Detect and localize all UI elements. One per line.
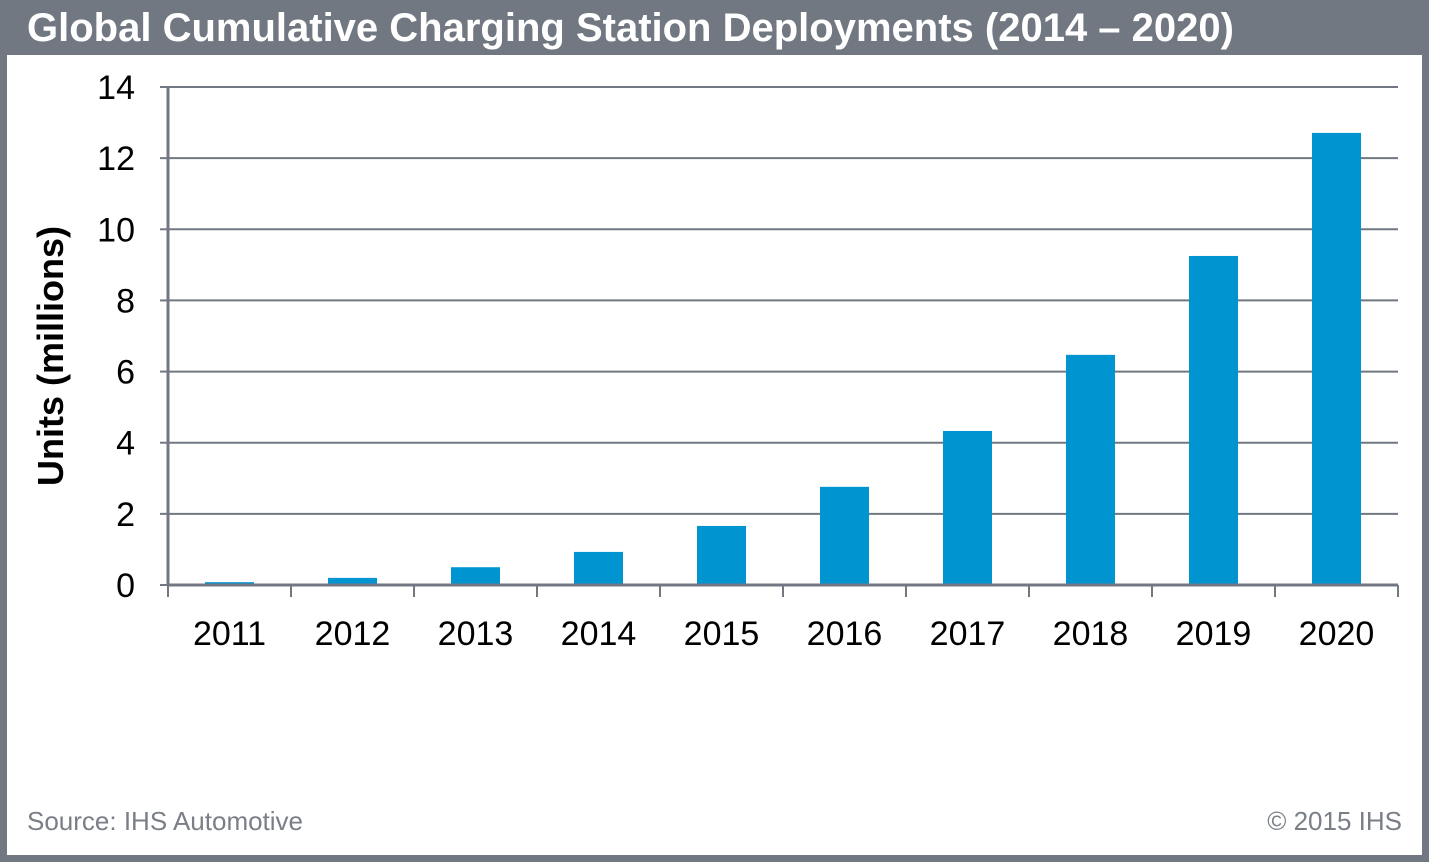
y-tick-label: 12: [97, 140, 135, 178]
copyright-note: © 2015 IHS: [1267, 806, 1402, 836]
x-tick-label: 2013: [438, 615, 514, 653]
bar-2014: [574, 551, 623, 585]
y-tick-label: 2: [116, 496, 135, 534]
y-tick-label: 4: [116, 425, 135, 463]
y-tick-label: 10: [97, 211, 135, 249]
bar-2020: [1312, 132, 1361, 585]
x-tick-label: 2019: [1176, 615, 1252, 653]
y-tick-label: 14: [97, 69, 135, 107]
x-tick-label: 2011: [193, 615, 266, 653]
y-tick-label: 0: [116, 567, 135, 605]
bar-2019: [1189, 255, 1238, 585]
x-tick-label: 2020: [1299, 615, 1375, 653]
bar-2015: [697, 525, 746, 585]
bar-2018: [1066, 354, 1115, 585]
x-tick-label: 2017: [930, 615, 1006, 653]
x-tick-label: 2018: [1053, 615, 1129, 653]
y-tick-label: 6: [116, 354, 135, 392]
y-tick-label: 8: [116, 282, 135, 320]
chart-title: Global Cumulative Charging Station Deplo…: [27, 6, 1234, 50]
x-tick-label: 2014: [561, 615, 637, 653]
source-note: Source: IHS Automotive: [27, 806, 304, 836]
x-tick-label: 2016: [807, 615, 883, 653]
bar-2017: [943, 430, 992, 585]
bar-2012: [328, 577, 377, 585]
x-tick-label: 2015: [684, 615, 760, 653]
title-bar: Global Cumulative Charging Station Deplo…: [0, 0, 1429, 55]
bar-2016: [820, 486, 869, 585]
x-tick-label: 2012: [315, 615, 391, 653]
bar-2013: [451, 567, 500, 585]
y-axis-label: Units (millions): [30, 226, 71, 486]
